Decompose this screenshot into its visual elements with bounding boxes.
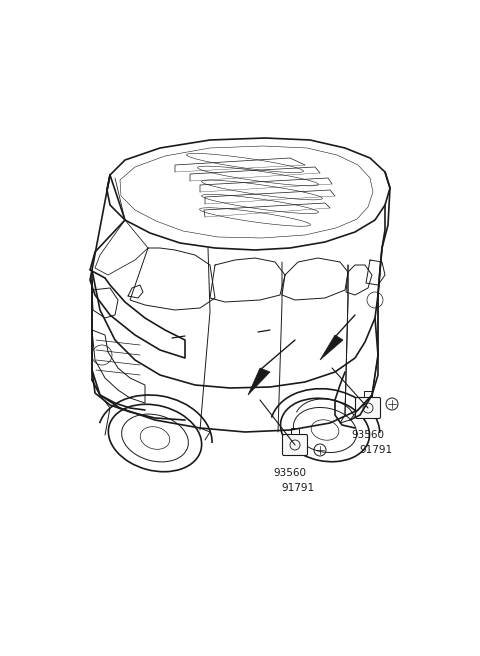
Polygon shape <box>291 428 299 434</box>
FancyBboxPatch shape <box>356 398 381 419</box>
Polygon shape <box>248 368 270 395</box>
Text: 91791: 91791 <box>360 445 393 455</box>
Text: 91791: 91791 <box>281 483 314 493</box>
FancyBboxPatch shape <box>283 434 308 455</box>
Text: 93560: 93560 <box>351 430 384 440</box>
Polygon shape <box>320 335 343 360</box>
Text: 93560: 93560 <box>274 468 307 478</box>
Polygon shape <box>364 391 372 397</box>
